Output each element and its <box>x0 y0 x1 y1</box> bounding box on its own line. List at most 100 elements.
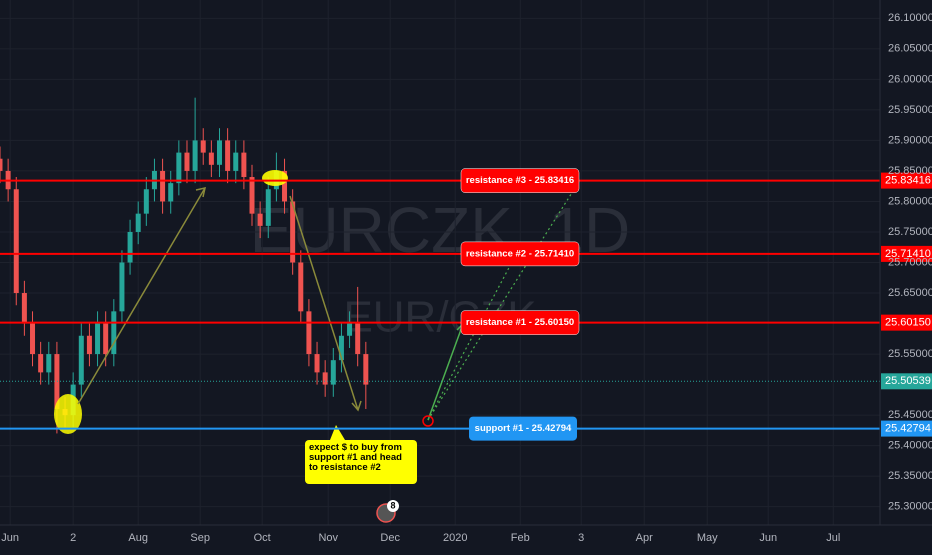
level-box-label: resistance #1 - 25.60150 <box>466 317 574 328</box>
candle-body <box>54 354 60 410</box>
candle-body <box>322 372 328 385</box>
arrow-head <box>195 187 206 198</box>
candle-body <box>0 158 3 171</box>
y-tick-label: 25.40000 <box>888 440 932 452</box>
y-tick-label: 25.95000 <box>888 104 932 116</box>
candle-body <box>306 311 312 355</box>
price-tag <box>881 373 932 390</box>
candle-body <box>355 323 361 355</box>
candle-body <box>127 231 133 263</box>
badge <box>387 500 399 512</box>
x-tick-label: Nov <box>318 532 338 544</box>
candle-body <box>168 183 174 202</box>
x-tick-label: Feb <box>511 532 530 544</box>
arrow <box>77 187 206 405</box>
candle-body <box>330 360 336 385</box>
candle-body <box>21 293 27 324</box>
price-tag-label: 25.83416 <box>885 175 931 187</box>
candle-body <box>208 152 214 165</box>
candle-body <box>200 140 206 153</box>
candle-body <box>95 323 101 355</box>
drawings: 8 <box>54 170 581 523</box>
candle-body <box>111 311 117 355</box>
y-tick-label: 25.65000 <box>888 287 932 299</box>
price-tag-label: 25.60150 <box>885 317 931 329</box>
candle-body <box>216 140 222 165</box>
x-tick-label: Aug <box>128 532 148 544</box>
x-tick-label: Jul <box>826 532 840 544</box>
price-tag <box>881 420 932 437</box>
candle-body <box>135 213 141 232</box>
x-tick-label: Jun <box>1 532 19 544</box>
x-tick-label: 3 <box>578 532 584 544</box>
y-tick-label: 25.30000 <box>888 501 932 513</box>
candle-body <box>46 354 52 373</box>
level-box[interactable] <box>460 168 580 193</box>
price-tag-label: 25.50539 <box>885 375 931 387</box>
y-tick-label: 25.75000 <box>888 226 932 238</box>
price-tag <box>881 314 932 331</box>
x-tick-label: Sep <box>190 532 210 544</box>
level-box-label: resistance #3 - 25.83416 <box>466 175 574 186</box>
level-box[interactable] <box>460 310 580 335</box>
level-box-label: resistance #2 - 25.71410 <box>466 248 574 259</box>
x-tick-label: 2 <box>70 532 76 544</box>
note: expect $ to buy from support #1 and head… <box>305 440 417 484</box>
candle-body <box>298 262 304 312</box>
candle-body <box>290 201 296 263</box>
y-tick-label: 25.70000 <box>888 256 932 268</box>
price-tag <box>881 245 932 262</box>
level-box[interactable] <box>469 416 577 441</box>
y-tick-label: 25.55000 <box>888 348 932 360</box>
level-box[interactable] <box>460 241 580 267</box>
highlight <box>262 170 288 186</box>
highlight <box>54 394 82 434</box>
y-tick-label: 25.35000 <box>888 470 932 482</box>
projection <box>427 179 581 421</box>
candle-body <box>103 323 109 355</box>
candle-body <box>257 213 263 226</box>
x-tick-label: Apr <box>636 532 653 544</box>
candle-body <box>78 335 84 385</box>
y-tick-label: 25.85000 <box>888 165 932 177</box>
y-tick-label: 26.00000 <box>888 73 932 85</box>
candle-body <box>233 152 239 171</box>
entry-marker <box>422 415 434 427</box>
candle-body <box>13 189 19 294</box>
y-tick-label: 26.05000 <box>888 43 932 55</box>
candle-body <box>119 262 125 312</box>
candle-body <box>347 323 353 336</box>
candle-body <box>192 140 198 171</box>
price-tag <box>881 172 932 189</box>
candle-body <box>38 354 44 373</box>
arrow <box>427 323 464 421</box>
candle-body <box>160 170 166 202</box>
level-box-label: support #1 - 25.42794 <box>475 423 572 434</box>
x-tick-label: Jun <box>759 532 777 544</box>
badge-text: 8 <box>390 500 395 510</box>
x-tick-label: Oct <box>254 532 271 544</box>
candle-body <box>314 354 320 373</box>
candle-body <box>176 152 182 184</box>
callout-pointer <box>330 425 345 440</box>
arrow-head <box>351 400 362 412</box>
candle-body <box>184 152 190 171</box>
candle-body <box>86 335 92 355</box>
y-tick-label: 26.10000 <box>888 12 932 24</box>
candle-body <box>363 354 369 385</box>
y-tick-label: 25.45000 <box>888 409 932 421</box>
candle-body <box>265 189 271 226</box>
y-tick-label: 25.80000 <box>888 195 932 207</box>
candle-body <box>241 152 247 178</box>
candle-body <box>30 323 36 355</box>
price-tag-label: 25.42794 <box>885 422 931 434</box>
candle-body <box>249 177 255 214</box>
x-tick-label: 2020 <box>443 532 467 544</box>
price-tag-label: 25.71410 <box>885 248 931 260</box>
x-tick-label: May <box>697 532 718 544</box>
arrow <box>289 195 359 411</box>
candle-body <box>282 170 288 202</box>
